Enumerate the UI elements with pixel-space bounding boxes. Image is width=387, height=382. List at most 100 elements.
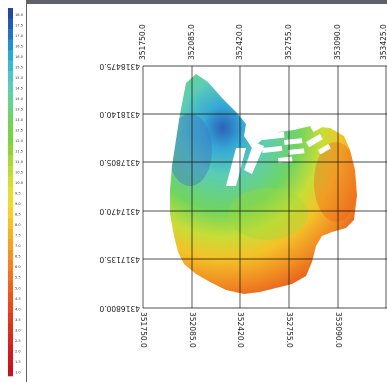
bottom-x-label: 352420.0: [236, 312, 245, 348]
legend-label: 14.5: [15, 86, 23, 90]
legend-label: 1.0: [15, 370, 21, 374]
bottom-x-label: 352755.0: [285, 312, 294, 348]
legend-swatch: [8, 312, 13, 324]
legend-swatch: [8, 50, 13, 61]
mid-area-shade: [228, 188, 308, 240]
top-x-label: 352755.0: [284, 24, 293, 60]
northing-labels: 4318475.0 4318140.0 4317805.0 4317470.0 …: [99, 62, 140, 313]
gap-bar-6: [310, 117, 330, 133]
top-x-label: 352420.0: [235, 24, 244, 60]
gap-bar-2: [261, 145, 283, 153]
top-x-label: 353425.0: [379, 24, 387, 60]
y-label: 4318475.0: [99, 62, 140, 71]
legend-label: 6.5: [15, 255, 21, 259]
bottom-x-label: 353090.0: [334, 312, 343, 348]
legend-label: 11.5: [15, 150, 23, 154]
legend-swatch: [8, 123, 13, 135]
legend-swatch: [8, 186, 13, 198]
legend-label: 14.0: [15, 97, 24, 101]
legend-swatch: [8, 165, 13, 177]
gap-bar-1: [262, 131, 285, 140]
gap-strip-1: [226, 148, 246, 186]
legend-label: 5.0: [15, 286, 21, 290]
y-label: 4317470.0: [99, 207, 140, 216]
legend-label: 8.0: [15, 223, 21, 227]
legend-label: 10.0: [15, 181, 24, 185]
legend-label: 7.0: [15, 244, 21, 248]
legend-label: 16.0: [15, 55, 24, 59]
legend-swatch: [8, 197, 13, 209]
legend-label: 17.5: [15, 23, 23, 27]
legend-swatch: [8, 144, 13, 156]
legend-swatches: [8, 8, 13, 377]
color-legend: 18.0 17.5 17.0 16.5 16.0 15.5 15.0 14.5 14.0 13.5…: [0, 0, 26, 382]
coordinate-grid: [142, 65, 387, 309]
legend-label: 9.5: [15, 192, 21, 196]
legend-label: 8.5: [15, 213, 21, 217]
legend-label: 11.0: [15, 160, 24, 164]
legend-swatch: [8, 8, 13, 19]
y-label: 4316800.0: [99, 304, 140, 313]
legend-swatch: [8, 134, 13, 145]
gap-strip-2: [244, 142, 264, 174]
legend-swatch: [8, 113, 13, 124]
legend-swatch: [8, 354, 13, 366]
legend-swatch: [8, 302, 13, 314]
legend-label: 12.5: [15, 129, 23, 133]
top-x-label: 351750.0: [138, 24, 147, 60]
legend-swatch: [8, 155, 13, 167]
y-label: 4317805.0: [99, 158, 140, 167]
y-label: 4317135.0: [99, 255, 140, 264]
legend-swatch: [8, 281, 13, 293]
y-label: 4318140.0: [99, 110, 140, 119]
legend-label: 4.5: [15, 297, 21, 301]
legend-swatch: [8, 228, 13, 240]
low-area-shade: [170, 114, 212, 186]
gap-bar-3: [284, 138, 303, 145]
surface-gaps: [226, 117, 331, 186]
legend-label: 1.5: [15, 360, 21, 364]
legend-swatch: [8, 291, 13, 303]
legend-swatch: [8, 29, 13, 40]
legend-label: 17.0: [15, 34, 24, 38]
legend-label: 3.5: [15, 318, 21, 322]
legend-label: 16.5: [15, 44, 23, 48]
legend-label: 12.0: [15, 139, 24, 143]
legend-swatch: [8, 333, 13, 345]
legend-swatch: [8, 239, 13, 251]
top-x-label: 352085.0: [187, 24, 196, 60]
legend-swatch: [8, 176, 13, 188]
legend-label: 7.5: [15, 234, 21, 238]
legend-swatch: [8, 39, 13, 51]
legend-label: 9.0: [15, 202, 21, 206]
legend-swatch: [8, 323, 13, 335]
legend-swatch: [8, 71, 13, 82]
legend-label: 4.0: [15, 307, 21, 311]
gap-bar-8: [318, 144, 331, 155]
legend-swatch: [8, 218, 13, 230]
legend-label: 18.0: [15, 13, 24, 17]
legend-label: 10.5: [15, 171, 23, 175]
bottom-x-label: 352085.0: [188, 312, 197, 348]
legend-labels: 18.0 17.5 17.0 16.5 16.0 15.5 15.0 14.5 14.0 13.5…: [15, 13, 24, 374]
legend-label: 2.5: [15, 339, 21, 343]
legend-label: 2.0: [15, 349, 21, 353]
legend-swatch: [8, 102, 13, 114]
gap-bar-4: [287, 148, 305, 155]
legend-swatch: [8, 18, 13, 30]
bottom-x-label: 351750.0: [139, 312, 148, 348]
legend-swatch: [8, 344, 13, 356]
top-easting-labels: 351750.0 352085.0 352420.0 352755.0 3530…: [138, 24, 387, 60]
legend-label: 6.0: [15, 265, 21, 269]
legend-swatch: [8, 270, 13, 282]
bottom-easting-labels: 351750.0 352085.0 352420.0 352755.0 3530…: [139, 312, 343, 348]
gap-bar-7: [306, 134, 323, 148]
legend-label: 5.5: [15, 276, 21, 280]
legend-label: 15.5: [15, 65, 23, 69]
legend-swatch: [8, 81, 13, 93]
legend-swatch: [8, 207, 13, 219]
legend-swatch: [8, 365, 13, 377]
legend-label: 15.0: [15, 76, 24, 80]
legend-swatch: [8, 60, 13, 72]
